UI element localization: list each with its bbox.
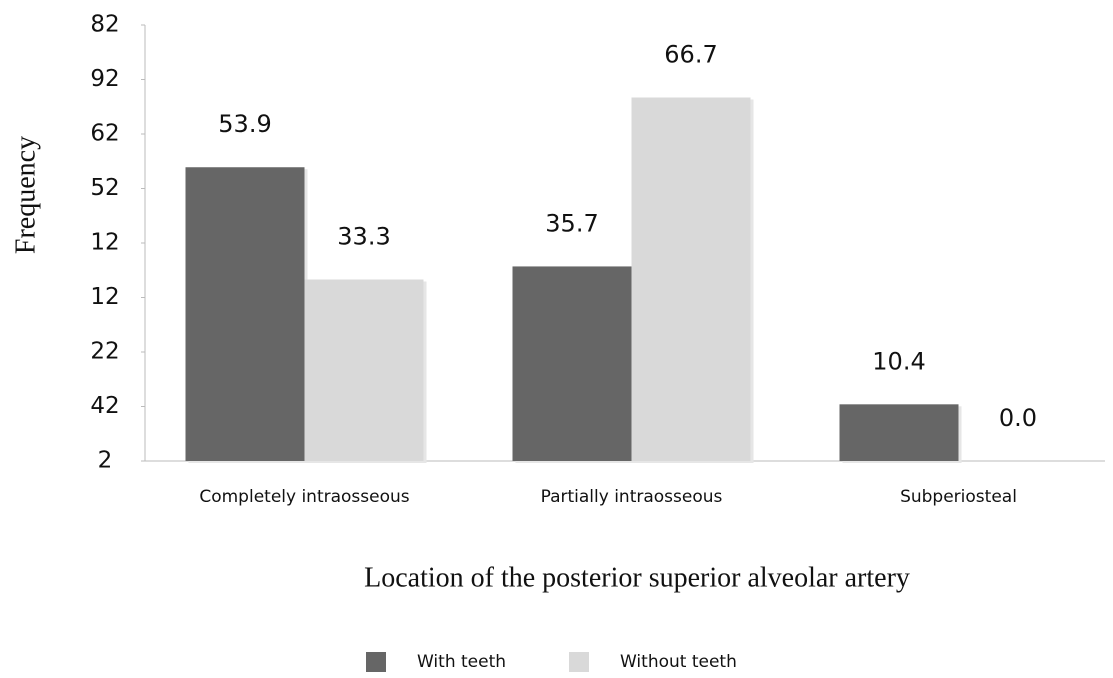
y-tick-label: 52 <box>90 175 119 201</box>
value-label: 33.3 <box>337 223 390 251</box>
x-tick-label: Subperiosteal <box>900 487 1017 507</box>
x-tick-label: Partially intraosseous <box>541 487 723 507</box>
value-label: 53.9 <box>218 110 271 138</box>
legend-swatch <box>569 652 589 672</box>
bar <box>512 266 632 461</box>
value-label: 35.7 <box>545 209 598 237</box>
bar <box>304 279 424 461</box>
bar <box>839 404 959 461</box>
bar <box>185 167 305 461</box>
bar <box>631 97 751 462</box>
x-axis-title: Location of the posterior superior alveo… <box>364 562 910 593</box>
y-tick-label: 12 <box>90 230 119 256</box>
y-tick-label: 62 <box>90 121 119 147</box>
legend-label: With teeth <box>417 652 506 672</box>
y-tick-label: 42 <box>90 393 119 419</box>
value-label: 10.4 <box>872 347 925 375</box>
y-tick-label: 82 <box>90 12 119 38</box>
y-tick-label: 92 <box>90 66 119 92</box>
legend-swatch <box>366 652 386 672</box>
value-label: 0.0 <box>999 404 1037 432</box>
legend-label: Without teeth <box>620 652 737 672</box>
value-label: 66.7 <box>664 40 717 68</box>
y-tick-label: 2 <box>98 448 113 474</box>
y-tick-label: 22 <box>90 339 119 365</box>
x-tick-label: Completely intraosseous <box>199 487 409 507</box>
y-axis-title: Frequency <box>10 136 41 254</box>
y-tick-label: 12 <box>90 284 119 310</box>
